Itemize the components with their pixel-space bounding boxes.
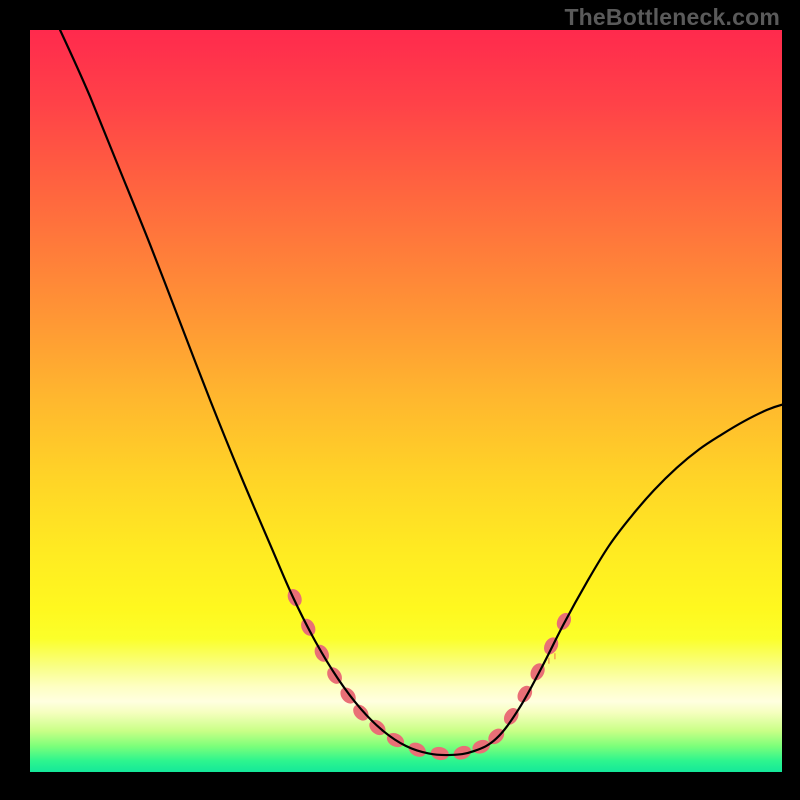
bottleneck-curve-chart (0, 0, 800, 800)
plot-background (30, 30, 782, 772)
chart-frame: TheBottleneck.com (0, 0, 800, 800)
watermark-text: TheBottleneck.com (564, 4, 780, 31)
